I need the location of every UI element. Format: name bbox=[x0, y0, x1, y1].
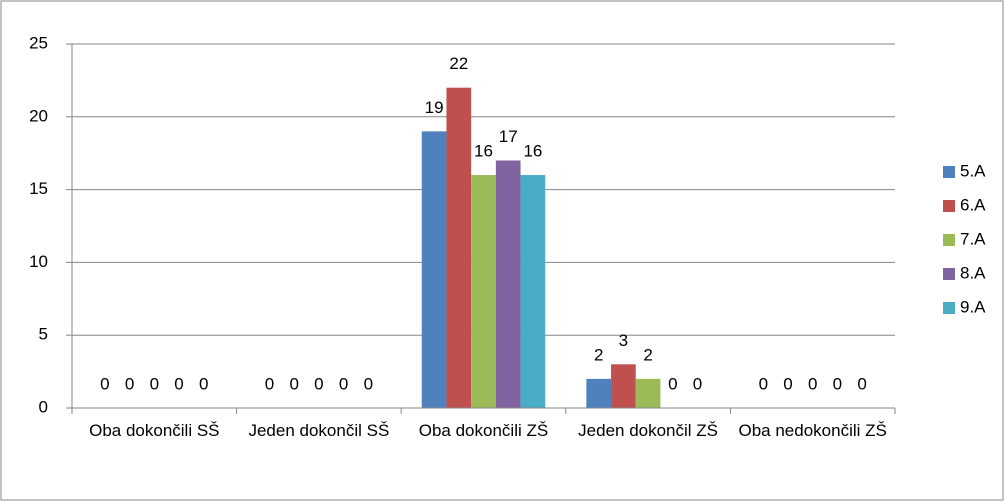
x-tick-label-box: Oba dokončili ZŠ bbox=[418, 421, 549, 440]
y-tick-label: 10 bbox=[29, 252, 48, 271]
data-label: 16 bbox=[523, 142, 542, 161]
bar bbox=[586, 378, 612, 408]
x-tick-label: Oba dokončili SŠ bbox=[89, 421, 220, 440]
legend-swatch bbox=[943, 268, 955, 280]
data-label: 19 bbox=[425, 98, 444, 117]
y-tick-label: 0 bbox=[39, 397, 48, 416]
data-label: 0 bbox=[125, 374, 134, 393]
bar bbox=[446, 87, 472, 409]
data-label: 2 bbox=[643, 345, 652, 364]
data-label: 0 bbox=[783, 374, 792, 393]
legend-swatch bbox=[943, 234, 955, 246]
data-label: 0 bbox=[808, 374, 817, 393]
data-label: 0 bbox=[693, 374, 702, 393]
y-tick-label: 25 bbox=[29, 33, 48, 52]
x-tick-label-box: Jeden dokončil ZŠ bbox=[578, 421, 719, 440]
x-tick-label: Oba nedokončili ZŠ bbox=[738, 421, 887, 440]
data-label: 0 bbox=[759, 374, 768, 393]
data-label: 0 bbox=[314, 374, 323, 393]
data-label: 0 bbox=[199, 374, 208, 393]
legend-label: 6.A bbox=[960, 195, 986, 214]
data-label: 22 bbox=[449, 54, 468, 73]
data-label: 0 bbox=[289, 374, 298, 393]
legend-swatch bbox=[943, 166, 955, 178]
y-tick-label: 15 bbox=[29, 179, 48, 198]
x-tick-label: Jeden dokončil SŠ bbox=[248, 421, 390, 440]
data-label: 2 bbox=[594, 345, 603, 364]
bar bbox=[520, 175, 546, 408]
data-label: 0 bbox=[100, 374, 109, 393]
data-label: 0 bbox=[174, 374, 183, 393]
legend-label: 8.A bbox=[960, 263, 986, 282]
x-tick-label: Jeden dokončil ZŠ bbox=[578, 421, 719, 440]
data-label: 0 bbox=[857, 374, 866, 393]
data-label: 0 bbox=[833, 374, 842, 393]
legend-label: 5.A bbox=[960, 161, 986, 180]
x-tick-label-box: Jeden dokončil SŠ bbox=[248, 421, 390, 440]
bar bbox=[471, 175, 496, 408]
legend-swatch bbox=[943, 302, 955, 314]
x-tick-label-box: Oba nedokončili ZŠ bbox=[738, 421, 887, 440]
data-label: 0 bbox=[339, 374, 348, 393]
data-label: 0 bbox=[364, 374, 373, 393]
data-label: 0 bbox=[150, 374, 159, 393]
data-label: 17 bbox=[499, 127, 518, 146]
bar bbox=[635, 378, 661, 408]
data-label: 16 bbox=[474, 142, 493, 161]
bar bbox=[611, 364, 636, 408]
data-label: 0 bbox=[265, 374, 274, 393]
legend-label: 9.A bbox=[960, 297, 986, 316]
data-label: 3 bbox=[619, 331, 628, 350]
y-tick-label: 5 bbox=[39, 325, 48, 344]
x-tick-label-box: Oba dokončili SŠ bbox=[89, 421, 220, 440]
bar bbox=[495, 160, 521, 408]
legend-label: 7.A bbox=[960, 229, 986, 248]
y-tick-label: 20 bbox=[29, 106, 48, 125]
bar bbox=[421, 131, 447, 409]
data-label: 0 bbox=[668, 374, 677, 393]
x-tick-label: Oba dokončili ZŠ bbox=[418, 421, 549, 440]
legend-swatch bbox=[943, 200, 955, 212]
